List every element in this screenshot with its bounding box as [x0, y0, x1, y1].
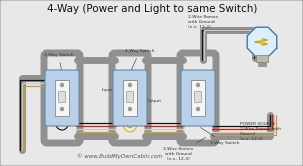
FancyBboxPatch shape [258, 62, 266, 66]
Circle shape [197, 108, 199, 111]
FancyBboxPatch shape [45, 70, 79, 126]
Text: 3-Way Switch: 3-Way Switch [44, 53, 74, 70]
Text: © www.BuildMyOwnCabin.com: © www.BuildMyOwnCabin.com [77, 153, 163, 159]
FancyBboxPatch shape [191, 80, 205, 116]
Circle shape [128, 108, 132, 111]
Polygon shape [247, 27, 277, 57]
FancyBboxPatch shape [256, 55, 268, 62]
Text: 2-Wire Romex
with Ground
(e.x. 12-2): 2-Wire Romex with Ground (e.x. 12-2) [188, 15, 218, 35]
Circle shape [61, 83, 64, 86]
Text: 3-Wire Romex
with Ground
(e.x. 12-3): 3-Wire Romex with Ground (e.x. 12-3) [163, 137, 206, 161]
Text: POWER SOURCE
2-Wire Romex with
Ground
(e.x. 12-2): POWER SOURCE 2-Wire Romex with Ground (e… [240, 122, 281, 141]
Circle shape [128, 83, 132, 86]
FancyBboxPatch shape [126, 91, 134, 102]
FancyBboxPatch shape [113, 70, 147, 126]
Circle shape [197, 83, 199, 86]
Text: Input: Input [102, 88, 113, 92]
Text: 3-Way Switch: 3-Way Switch [200, 127, 239, 145]
FancyBboxPatch shape [123, 80, 137, 116]
Text: Output: Output [147, 99, 162, 103]
Text: 4-Way (Power and Light to same Switch): 4-Way (Power and Light to same Switch) [47, 4, 257, 14]
FancyBboxPatch shape [181, 70, 215, 126]
Circle shape [61, 108, 64, 111]
FancyBboxPatch shape [195, 91, 201, 102]
FancyBboxPatch shape [55, 80, 69, 116]
Text: 4-Way Switch: 4-Way Switch [125, 49, 155, 70]
FancyBboxPatch shape [58, 91, 65, 102]
